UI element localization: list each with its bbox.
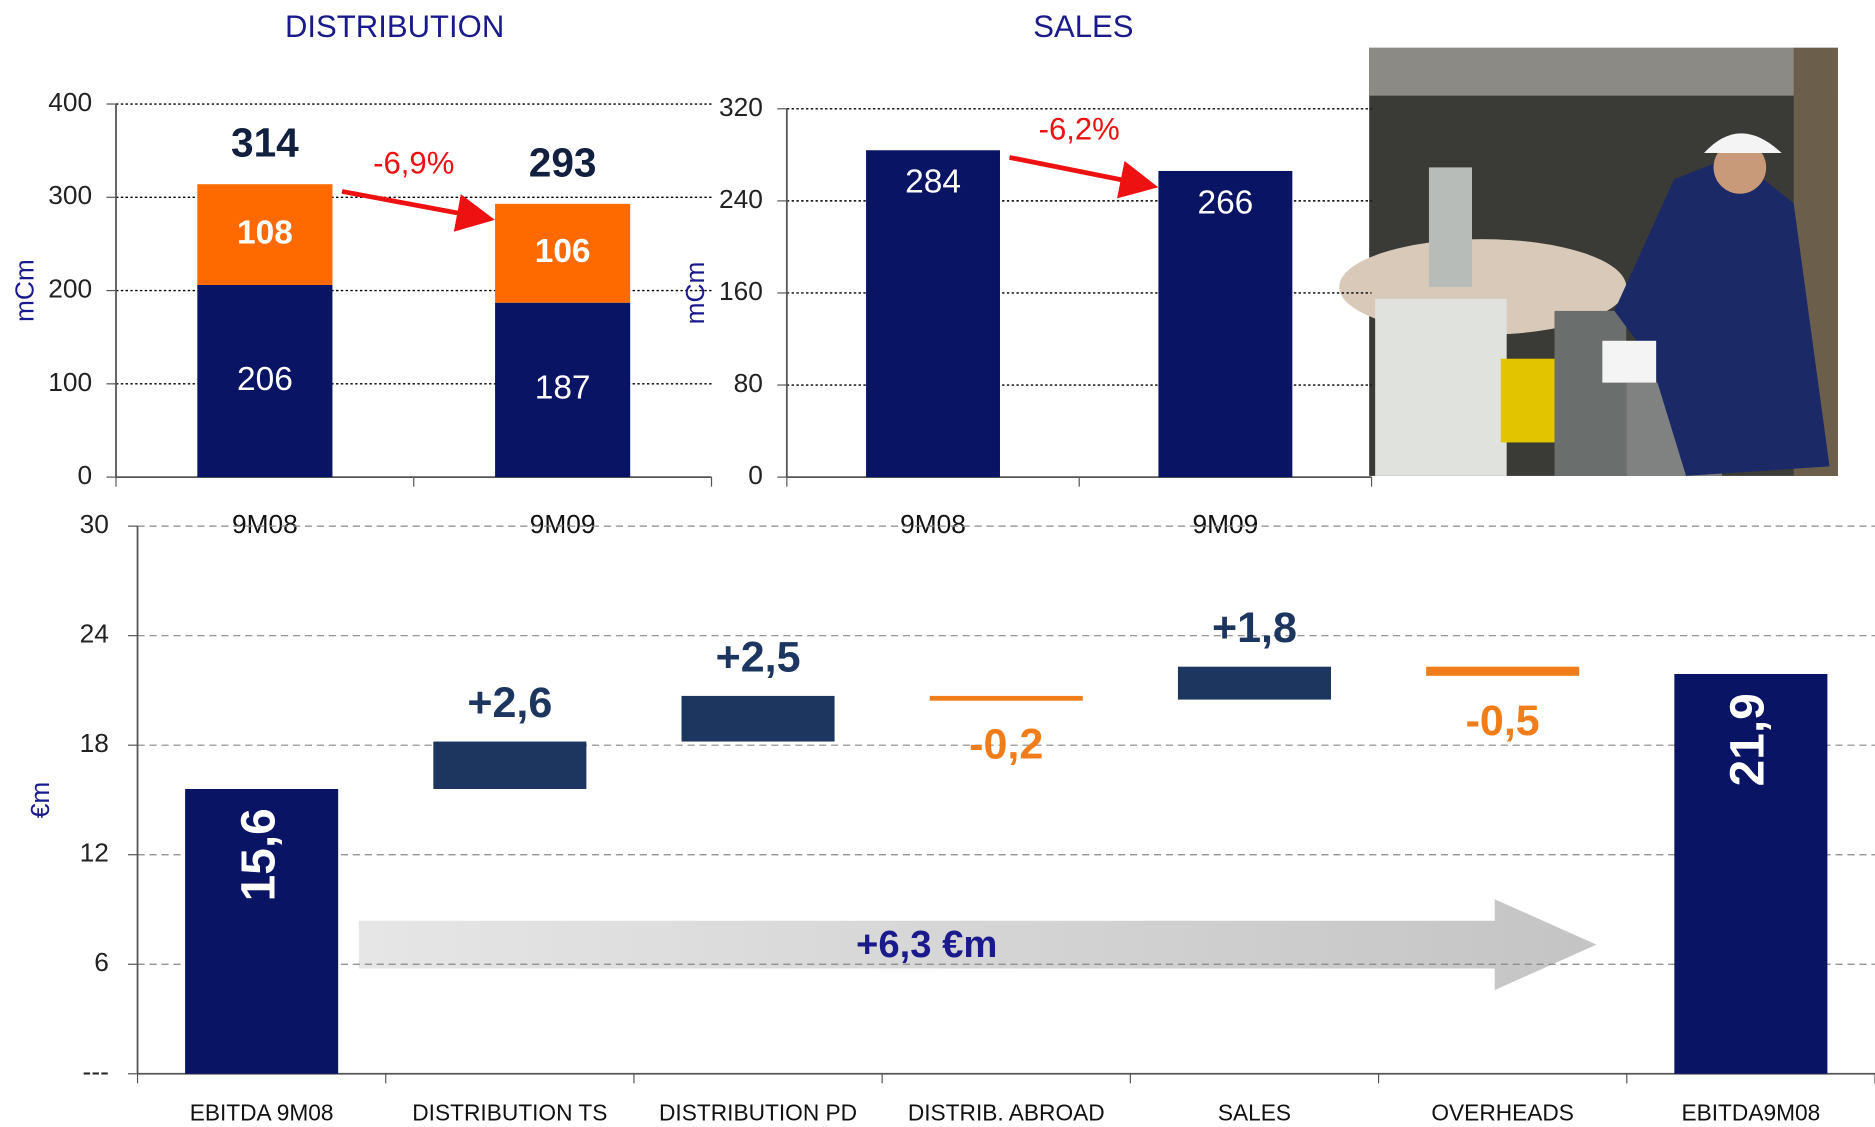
y-tick-label: 6 [94,947,109,977]
bar-segment [197,284,333,478]
x-tick-label: SALES [1218,1099,1291,1125]
value-label: 21,9 [1722,693,1775,786]
y-tick-label: 18 [80,728,109,758]
value-label: 284 [905,164,961,201]
y-tick-label: --- [83,1057,109,1087]
x-tick-label: 9M09 [530,509,596,539]
y-tick-label: 160 [719,276,763,306]
y-tick-label: 12 [80,838,109,868]
change-arrow [341,189,495,232]
annotation: -6,2% [1039,111,1120,146]
y-tick-label: 80 [734,368,763,398]
y-axis-label: mCm [9,259,39,322]
x-tick-label: DISTRIB. ABROAD [908,1099,1105,1125]
bar-segment [495,302,631,478]
y-tick-label: 400 [48,87,92,117]
bar [1426,666,1580,676]
value-label: -0,5 [1466,697,1540,745]
y-tick-label: 300 [48,180,92,210]
bar [929,695,1083,701]
y-tick-label: 240 [719,184,763,214]
y-tick-label: 100 [48,367,92,397]
bar-segment [197,184,333,285]
bar [433,741,587,790]
y-axis-label: €m [25,782,55,819]
bar [681,695,835,742]
annotation: +6,3 €m [856,923,997,966]
change-arrow [1009,155,1159,199]
value-label: 187 [535,370,591,407]
y-tick-label: 24 [80,619,109,649]
bar [1158,170,1293,478]
y-axis-label: mCm [680,262,710,325]
total-label: 314 [231,120,299,166]
bar [866,150,1000,478]
y-tick-label: 0 [748,460,763,490]
sum-arrow [358,899,1597,991]
x-tick-label: 9M09 [1192,509,1258,539]
bar [1674,673,1828,1074]
x-tick-label: OVERHEADS [1431,1099,1574,1125]
value-label: +1,8 [1212,604,1297,652]
x-tick-label: 9M08 [900,509,966,539]
photo [1339,47,1838,476]
bar-segment [495,203,631,303]
value-label: +2,5 [716,633,801,681]
y-tick-label: 0 [77,460,92,490]
annotation: -6,9% [373,145,454,180]
x-tick-label: DISTRIBUTION TS [412,1099,607,1125]
y-tick-label: 30 [80,509,109,539]
value-label: 206 [237,361,293,398]
value-label: -0,2 [969,721,1043,769]
value-label: 15,6 [232,808,285,901]
chart-title: SALES [1033,9,1133,44]
bar [1177,666,1331,700]
chart-title: DISTRIBUTION [285,9,504,44]
x-tick-label: EBITDA9M08 [1681,1099,1820,1125]
value-label: 106 [535,233,591,270]
total-label: 293 [529,139,597,185]
x-tick-label: DISTRIBUTION PD [659,1099,857,1125]
value-label: +2,6 [467,679,552,727]
x-tick-label: EBITDA 9M08 [190,1099,334,1125]
x-tick-label: 9M08 [232,509,298,539]
y-tick-label: 200 [48,274,92,304]
value-label: 108 [237,214,293,251]
bar [185,789,339,1074]
value-label: 266 [1197,184,1253,221]
y-tick-label: 320 [719,92,763,122]
